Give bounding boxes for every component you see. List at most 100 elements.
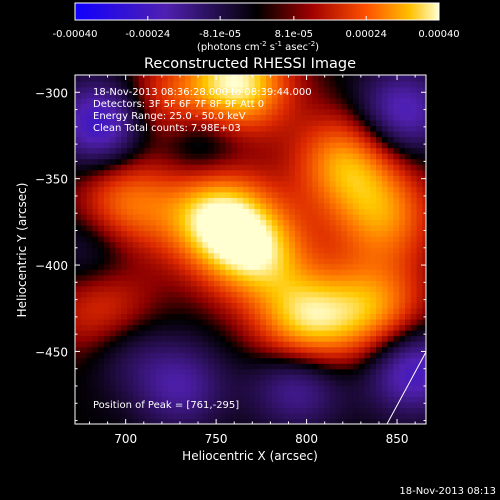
heatmap-cell [318,412,325,420]
heatmap-cell [109,119,117,127]
heatmap-cell [416,230,423,237]
heatmap-cell [231,412,238,420]
heatmap-cell [132,86,140,93]
heatmap-cell [190,86,198,93]
heatmap-cell [347,103,354,110]
heatmap-cell [225,341,232,348]
heatmap-cell [179,318,186,326]
heatmap-cell [185,92,192,99]
heatmap-cell [219,385,227,392]
heatmap-cell [283,412,290,420]
heatmap-cell [335,208,342,215]
heatmap-cell [364,169,371,176]
heatmap-cell [347,92,354,99]
heatmap-cell [156,352,163,359]
heatmap-cell [121,291,128,298]
heatmap-cell [213,175,221,182]
heatmap-cell [208,374,215,381]
heatmap-cell [341,313,348,320]
heatmap-cell [185,352,192,359]
heatmap-cell [219,130,227,138]
heatmap-cell [358,302,366,309]
heatmap-cell [179,302,186,309]
heatmap-cell [219,263,227,270]
heatmap-cell [185,318,192,326]
heatmap-cell [271,269,279,276]
heatmap-cell [156,396,163,403]
heatmap-cell [138,81,146,88]
heatmap-cell [416,302,423,309]
heatmap-cell [185,390,192,397]
colorbar: -0.00040 -0.00024 -8.1e-05 8.1e-05 0.00024 0.… [53,2,460,53]
heatmap-cell [295,75,302,82]
heatmap-cell [179,197,186,204]
heatmap-cell [399,75,406,82]
heatmap-cell [156,81,163,88]
heatmap-cell [231,197,238,204]
heatmap-cell [213,86,221,93]
heatmap-cell [266,374,273,381]
heatmap-cell [80,197,88,204]
heatmap-cell [161,335,169,342]
heatmap-cell [387,186,395,193]
heatmap-cell [242,269,250,276]
heatmap-cell [318,357,325,364]
heatmap-cell [260,296,267,303]
heatmap-cell [306,224,313,232]
heatmap-cell [115,318,122,326]
heatmap-cell [306,75,313,82]
heatmap-cell [80,302,88,309]
heatmap-cell [190,374,198,381]
heatmap-cell [254,241,261,248]
heatmap-cell [86,258,93,265]
heatmap-cell [260,147,267,154]
heatmap-cell [98,396,105,403]
heatmap-cell [121,335,128,342]
heatmap-cell [318,252,325,259]
heatmap-cell [248,379,256,386]
heatmap-cell [387,335,395,342]
heatmap-cell [358,412,366,420]
heatmap-cell [75,357,82,364]
heatmap-cell [231,81,238,88]
heatmap-cell [370,302,377,309]
heatmap-cell [347,379,354,386]
heatmap-cell [156,75,163,82]
heatmap-cell [376,341,383,348]
heatmap-cell [410,247,418,254]
heatmap-cell [260,318,267,326]
heatmap-cell [364,390,371,397]
heatmap-cell [376,263,383,270]
heatmap-cell [208,318,215,326]
heatmap-cell [381,324,389,331]
heatmap-cell [225,247,232,254]
heatmap-cell [127,363,134,370]
heatmap-cell [167,324,175,331]
heatmap-cell [237,147,244,154]
heatmap-cell [312,180,319,187]
heatmap-cell [358,75,366,77]
heatmap-cell [405,219,412,226]
heatmap-cell [300,75,308,77]
heatmap-cell [225,213,232,221]
heatmap-cell [144,368,151,375]
heatmap-cell [289,258,296,265]
heatmap-cell [231,280,238,287]
heatmap-cell [156,92,163,99]
heatmap-cell [173,385,180,392]
heatmap-cell [161,412,169,420]
heatmap-cell [323,75,331,82]
heatmap-cell [202,119,209,127]
heatmap-cell [358,280,366,287]
heatmap-cell [242,252,250,259]
heatmap-cell [167,285,175,292]
heatmap-cell [213,142,221,149]
heatmap-cell [277,125,285,132]
heatmap-cell [127,224,134,232]
heatmap-cell [306,285,313,292]
heatmap-cell [358,230,366,237]
heatmap-cell [312,213,319,221]
heatmap-cell [277,263,285,270]
heatmap-cell [173,180,180,187]
heatmap-cell [271,252,279,259]
